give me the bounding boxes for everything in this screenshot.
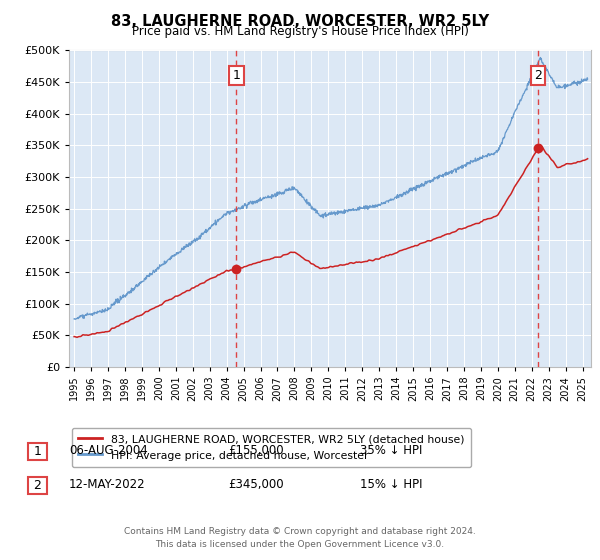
Text: 83, LAUGHERNE ROAD, WORCESTER, WR2 5LY: 83, LAUGHERNE ROAD, WORCESTER, WR2 5LY: [111, 14, 489, 29]
Text: £345,000: £345,000: [228, 478, 284, 491]
Text: 2: 2: [34, 479, 41, 492]
Text: £155,000: £155,000: [228, 444, 284, 458]
Text: Price paid vs. HM Land Registry's House Price Index (HPI): Price paid vs. HM Land Registry's House …: [131, 25, 469, 38]
Text: 12-MAY-2022: 12-MAY-2022: [69, 478, 146, 491]
Text: Contains HM Land Registry data © Crown copyright and database right 2024.
This d: Contains HM Land Registry data © Crown c…: [124, 528, 476, 549]
Text: 15% ↓ HPI: 15% ↓ HPI: [360, 478, 422, 491]
FancyBboxPatch shape: [28, 477, 47, 493]
Text: 1: 1: [233, 69, 241, 82]
Text: 1: 1: [34, 445, 41, 458]
Text: 35% ↓ HPI: 35% ↓ HPI: [360, 444, 422, 458]
Text: 2: 2: [534, 69, 542, 82]
FancyBboxPatch shape: [28, 444, 47, 460]
Text: 06-AUG-2004: 06-AUG-2004: [69, 444, 148, 458]
Legend: 83, LAUGHERNE ROAD, WORCESTER, WR2 5LY (detached house), HPI: Average price, det: 83, LAUGHERNE ROAD, WORCESTER, WR2 5LY (…: [72, 428, 471, 467]
